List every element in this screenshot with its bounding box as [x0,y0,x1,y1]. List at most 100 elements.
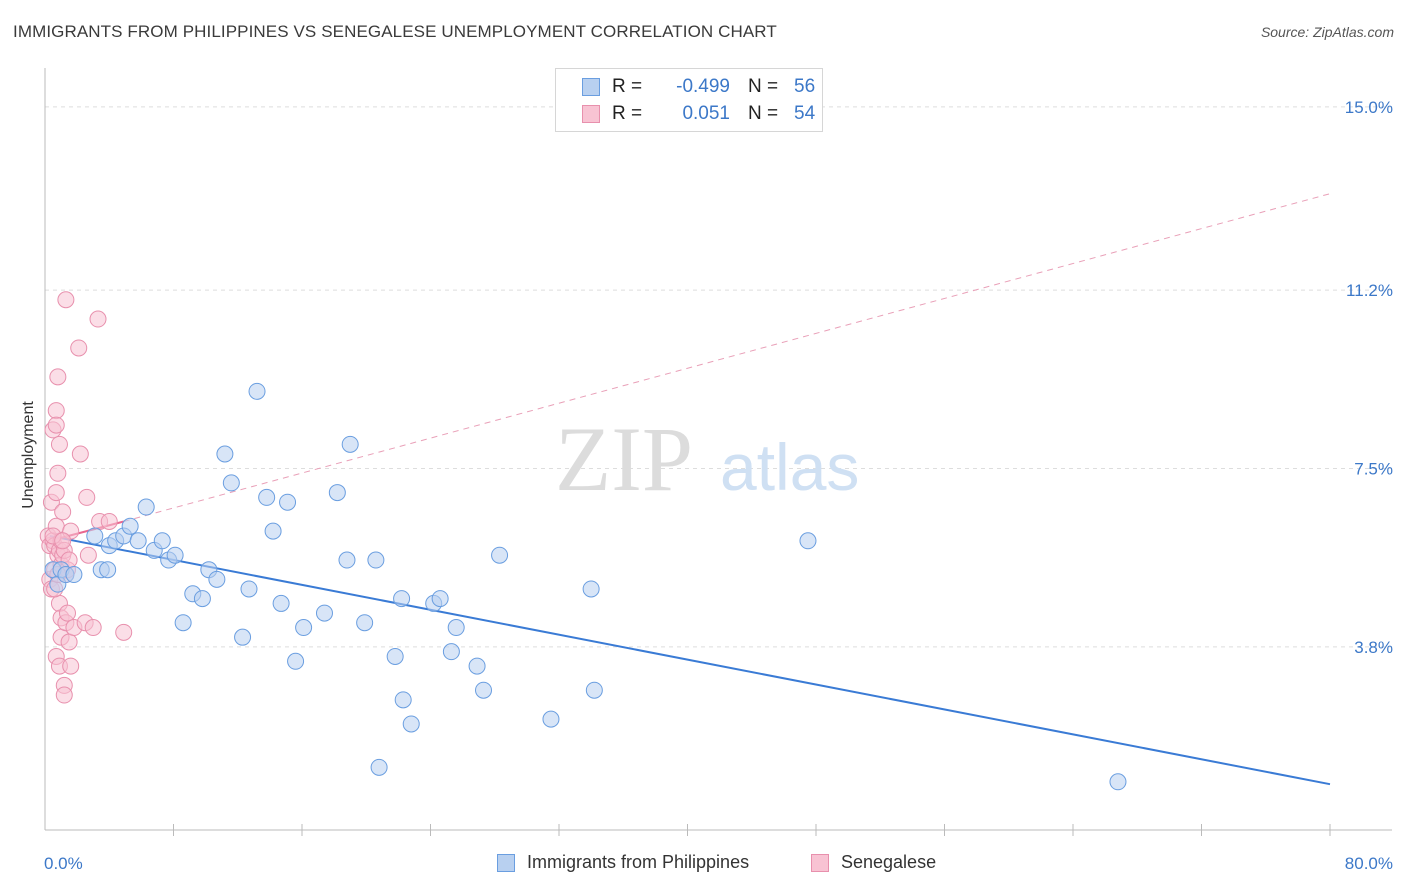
senegalese-point [54,503,72,521]
senegalese-point [71,445,89,463]
tick-labels: 3.8% 7.5% 11.2% 15.0% 0.0% 80.0% [44,98,1393,873]
philippines-point [193,590,211,608]
senegalese-point [115,623,133,641]
axes [44,68,1392,836]
senegalese-point [89,310,107,328]
legend-row-philippines: R = -0.499 N = 56 [556,74,815,100]
legend-swatch-blue [582,78,600,96]
y-tick-label: 15.0% [1345,98,1393,117]
philippines-point [121,517,139,535]
philippines-point [166,546,184,564]
senegalese-point [84,619,102,637]
legend-n-value: 56 [794,76,816,97]
grid-lines [45,106,1392,648]
legend-label-philippines: Immigrants from Philippines [527,852,750,872]
philippines-point [431,590,449,608]
philippines-point [356,614,374,632]
x-tick-label: 80.0% [1345,854,1393,873]
philippines-point [475,681,493,699]
philippines-point [258,488,276,506]
senegalese-point [50,435,68,453]
watermark-atlas: atlas [720,430,859,504]
philippines-point [234,628,252,646]
legend-r-label: R = [612,103,643,124]
philippines-point [338,551,356,569]
legend-item-senegalese: Senegalese [811,852,936,873]
philippines-point [442,643,460,661]
philippines-point [799,532,817,550]
philippines-point [491,546,509,564]
philippines-point [174,614,192,632]
philippines-point [468,657,486,675]
legend-r-value: 0.051 [682,103,730,124]
y-tick-label: 11.2% [1346,281,1393,300]
senegalese-point [47,402,65,420]
watermark: ZIP atlas [555,408,859,510]
y-tick-label: 3.8% [1354,638,1393,657]
senegalese-point [47,484,65,502]
correlation-legend: R = -0.499 N = 56 R = 0.051 N = 54 [555,68,823,132]
philippines-point [370,758,388,776]
philippines-point [153,532,171,550]
senegalese-point [58,604,76,622]
philippines-point [295,619,313,637]
philippines-point [582,580,600,598]
legend-swatch-pink [811,853,829,872]
legend-n-label: N = [748,103,779,124]
philippines-point [65,566,83,584]
philippines-point [240,580,258,598]
philippines-point [315,604,333,622]
x-tick-label: 0.0% [44,854,83,873]
philippines-point [447,619,465,637]
philippines-point [279,493,297,511]
y-tick-label: 7.5% [1354,459,1393,478]
philippines-point [129,532,147,550]
senegalese-point [100,512,118,530]
senegalese-point [47,416,65,434]
philippines-point [86,527,104,545]
philippines-point [328,484,346,502]
philippines-point [341,435,359,453]
senegalese-point [70,339,88,357]
philippines-point [248,382,266,400]
philippines-point [216,445,234,463]
senegalese-point [55,686,73,704]
philippines-point [208,570,226,588]
chart-title: IMMIGRANTS FROM PHILIPPINES VS SENEGALES… [13,22,777,41]
watermark-zip: ZIP [555,408,693,510]
philippines-trend-line [49,534,1331,786]
senegalese-point [49,464,67,482]
philippines-point [222,474,240,492]
source-label: Source: ZipAtlas.com [1260,24,1394,40]
legend-r-value: -0.499 [676,76,730,97]
philippines-point [386,647,404,665]
legend-swatch-pink [582,105,600,123]
philippines-point [585,681,603,699]
philippines-point [367,551,385,569]
senegalese-point [60,633,78,651]
senegalese-point [78,488,96,506]
legend-n-label: N = [748,76,779,97]
philippines-points [44,382,1127,791]
senegalese-points [39,291,133,704]
legend-item-philippines: Immigrants from Philippines [497,852,749,873]
philippines-point [542,710,560,728]
legend-label-senegalese: Senegalese [841,852,937,872]
legend-swatch-blue [497,853,515,872]
philippines-point [394,691,412,709]
philippines-point [137,498,155,516]
senegalese-point [54,532,72,550]
philippines-point [272,594,290,612]
philippines-point [287,652,305,670]
series-legend: Immigrants from Philippines Senegalese [0,852,1406,876]
senegalese-point [62,657,80,675]
philippines-point [264,522,282,540]
legend-n-value: 54 [794,103,816,124]
senegalese-point [49,368,67,386]
senegalese-point [79,546,97,564]
y-axis-label: Unemployment [20,401,37,509]
philippines-point [393,590,411,608]
philippines-point [402,715,420,733]
philippines-point [1109,773,1127,791]
